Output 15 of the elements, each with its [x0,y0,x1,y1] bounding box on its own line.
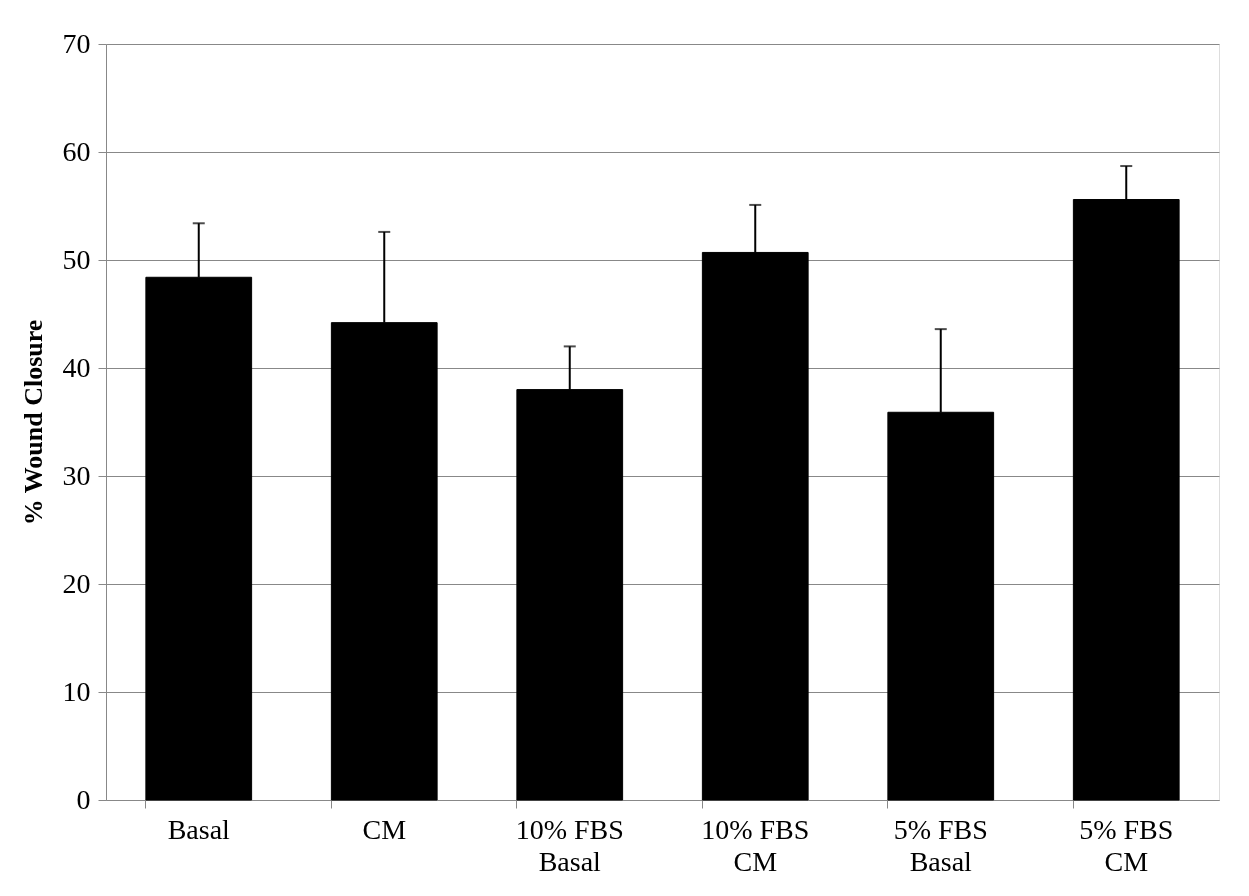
y-tick-label: 0 [76,783,91,815]
y-tick-label: 50 [62,243,91,275]
x-tick-label: 5% FBS Basal [893,813,988,877]
x-tick-label: 5% FBS CM [1079,813,1174,877]
y-axis-title: % Wound Closure [18,319,48,526]
y-tick-label: 70 [62,27,91,59]
x-tick-label: CM [362,813,407,845]
y-tick-label: 60 [62,135,91,167]
x-tick-label: 10% FBS Basal [515,813,624,877]
y-tick-label: 10 [62,675,91,707]
y-tick-label: 20 [62,567,91,599]
y-tick-label: 40 [62,351,91,383]
y-tick-label: 30 [62,459,91,491]
x-tick-label: 10% FBS CM [701,813,810,877]
x-tick-label: Basal [167,813,231,845]
